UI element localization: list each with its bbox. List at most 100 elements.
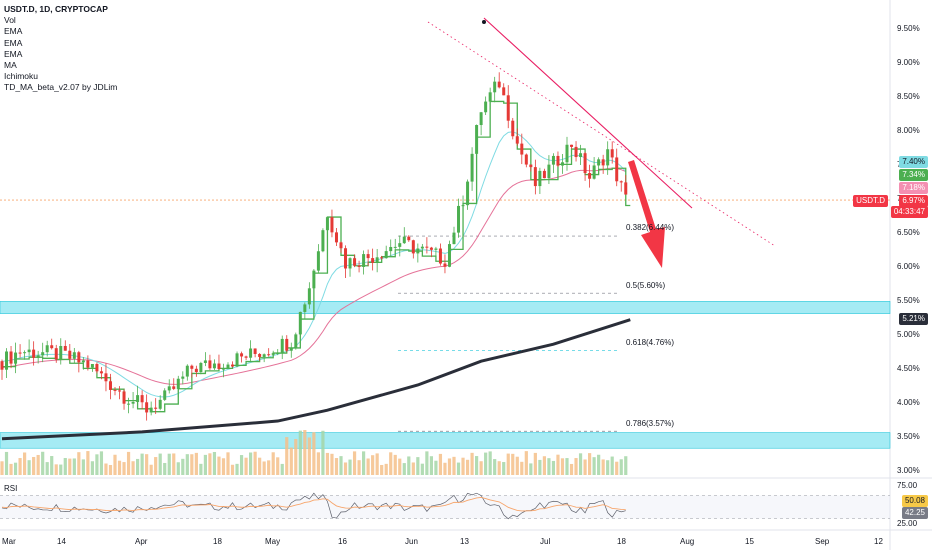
candle-body — [262, 354, 266, 357]
volume-bar — [398, 458, 402, 475]
candle-body — [312, 270, 316, 289]
candle-body — [212, 363, 216, 369]
volume-bar — [176, 462, 180, 475]
y-tick-label: 5.00% — [897, 330, 920, 339]
volume-bar — [461, 457, 465, 475]
high-marker-icon — [482, 20, 486, 24]
volume-bar — [384, 463, 388, 475]
volume-bar — [208, 453, 212, 475]
candle-body — [520, 143, 524, 155]
current-price-tag: 6.97% — [899, 195, 928, 207]
candle-body — [127, 403, 131, 405]
volume-bar — [601, 459, 605, 475]
volume-bar — [352, 451, 357, 475]
volume-bar — [23, 452, 27, 475]
volume-bar — [126, 451, 131, 475]
indicator-ema-1[interactable]: EMA — [4, 26, 23, 37]
rsi-band — [0, 495, 890, 519]
candle-body — [86, 360, 90, 368]
x-tick-label: 12 — [874, 537, 883, 546]
candle-body — [280, 338, 284, 354]
support-zone-0 — [0, 301, 891, 314]
candle-body — [208, 360, 212, 369]
candle-body — [23, 352, 27, 354]
volume-bar — [420, 463, 424, 475]
candle-body — [380, 257, 384, 259]
volume-bar — [619, 459, 623, 475]
volume-bar — [27, 460, 31, 475]
volume-bar — [615, 461, 619, 475]
support-zone-1 — [0, 432, 891, 449]
candle-body — [330, 217, 334, 233]
y-tick-label: 9.00% — [897, 58, 920, 67]
ema-pink-line — [1, 167, 626, 385]
volume-bar — [389, 452, 393, 475]
candle-body — [407, 236, 411, 241]
volume-bar — [203, 454, 207, 475]
candle-body — [199, 362, 203, 372]
candle-body — [14, 352, 18, 364]
candle-body — [63, 345, 67, 351]
candle-body — [524, 154, 528, 165]
volume-bar — [140, 453, 144, 475]
y-tick-label: 8.50% — [897, 92, 920, 101]
candle-body — [307, 288, 311, 305]
indicator-td-ma[interactable]: TD_MA_beta_v2.07 by JDLim — [4, 82, 118, 93]
volume-bar — [36, 454, 40, 475]
candle-body — [235, 353, 239, 367]
candle-body — [601, 159, 605, 166]
candle-body — [267, 354, 271, 356]
indicator-ichimoku[interactable]: Ichimoku — [4, 71, 39, 82]
trendline — [483, 17, 693, 209]
candle-body — [104, 373, 108, 382]
candle-body — [298, 311, 302, 335]
candle-body — [461, 205, 465, 207]
volume-bar — [90, 461, 94, 475]
candle-body — [470, 153, 474, 182]
candle-body — [357, 265, 361, 267]
volume-bar — [212, 451, 217, 475]
fib-lines — [398, 235, 620, 432]
x-tick-label: Jul — [540, 537, 550, 546]
x-tick-label: 14 — [57, 537, 66, 546]
symbol-title[interactable]: USDT.D, 1D, CRYPTOCAP — [4, 4, 108, 14]
candle-body — [167, 386, 171, 391]
candle-body — [72, 352, 76, 359]
volume-bar — [190, 454, 194, 475]
indicator-ma[interactable]: MA — [4, 60, 17, 71]
volume-bar — [249, 452, 253, 475]
candle-body — [375, 257, 379, 263]
candle-body — [479, 112, 483, 126]
indicator-ema-2[interactable]: EMA — [4, 37, 23, 48]
candle-body — [190, 365, 194, 369]
drawings — [427, 17, 776, 268]
volume-bar — [54, 464, 58, 475]
candle-body — [579, 153, 583, 158]
volume-bar — [181, 458, 185, 475]
candle-body — [411, 240, 415, 254]
indicator-vol[interactable]: Vol — [4, 15, 16, 26]
volume-bar — [416, 457, 420, 475]
volume-bar — [113, 454, 117, 475]
candle-body — [240, 353, 244, 357]
volume-bar — [624, 456, 628, 475]
candle-body — [41, 352, 45, 356]
volume-bar — [371, 455, 375, 475]
candle-body — [384, 251, 388, 259]
volume-bar — [131, 461, 135, 475]
volume-bar — [258, 457, 262, 475]
candle-body — [145, 402, 149, 413]
volume-bar — [438, 453, 443, 475]
fib-label-05: 0.5(5.60%) — [626, 281, 666, 290]
candle-body — [325, 217, 329, 231]
price-tag-734: 7.34% — [899, 169, 928, 181]
indicator-ema-3[interactable]: EMA — [4, 48, 23, 59]
rsi-value-1: 50.08 — [901, 495, 928, 507]
volume-bar — [117, 460, 122, 475]
volume-bar — [235, 463, 239, 475]
candle-body — [606, 149, 610, 166]
volume-bar — [307, 437, 311, 475]
candle-body — [420, 246, 424, 249]
candle-body — [574, 146, 578, 158]
